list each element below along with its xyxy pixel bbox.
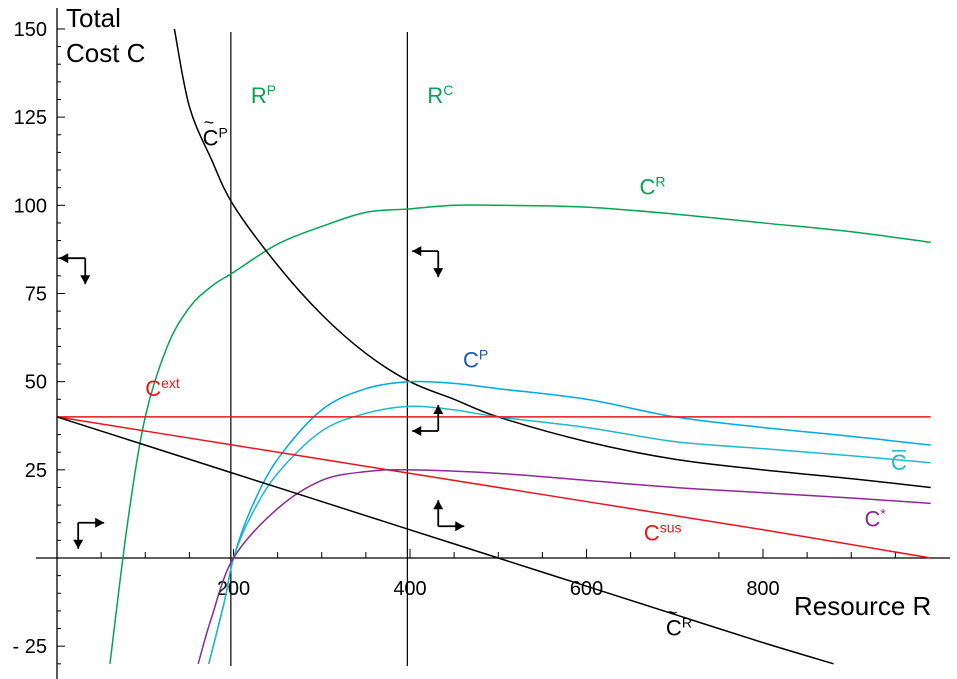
y-tick-label: 125 [14, 107, 47, 129]
series-label: Cext [145, 375, 180, 401]
series-line-P [208, 380, 931, 664]
x-tick-label: 800 [746, 578, 779, 600]
series-layer [56, 28, 931, 665]
y-tick-label: 150 [14, 19, 47, 41]
series-label: Csus [644, 519, 682, 545]
tilde-mark: ~ [667, 603, 678, 623]
vertical-line-label: RP [251, 82, 276, 108]
flow-arrow [73, 517, 105, 549]
vertical-line-label: RC [427, 82, 453, 108]
x-tick-label: 400 [393, 578, 426, 600]
flow-arrow [59, 253, 91, 285]
tilde-mark: ~ [204, 112, 215, 132]
series-line-R [109, 204, 931, 664]
series-label: CP [463, 347, 488, 373]
x-axis-title: Resource R [794, 591, 931, 621]
series-line-tilde-P [173, 28, 931, 489]
x-tick-label: 600 [570, 578, 603, 600]
series-line-sus [56, 416, 931, 559]
y-tick-label: - 25 [13, 636, 47, 658]
series-line-bar-c [208, 405, 931, 664]
y-tick-label: 75 [25, 283, 47, 305]
series-line-tilde-R [56, 416, 834, 665]
series-label: C [891, 450, 907, 475]
vertical-lines-layer [230, 32, 408, 666]
flow-arrow [412, 405, 444, 437]
x-tick-label: 200 [217, 578, 250, 600]
flow-arrow [433, 500, 465, 532]
labels-layer: Total Cost C Resource R RP RCCRCP~CPCCext… [66, 3, 931, 641]
series-label: C* [864, 505, 886, 531]
series-label: CR [639, 174, 665, 200]
y-axis-title-line-1: Total [66, 3, 121, 33]
flow-arrow [412, 246, 444, 278]
series-line-* [197, 468, 931, 665]
y-tick-label: 25 [25, 460, 47, 482]
axes-layer: 200 400 600 800 150 125 100 75 50 25 - 25 [13, 8, 950, 679]
y-tick-label: 100 [14, 195, 47, 217]
y-tick-label: 50 [25, 372, 47, 394]
flow-arrows-layer [59, 246, 465, 549]
y-axis-title-line-2: Cost C [66, 38, 145, 68]
